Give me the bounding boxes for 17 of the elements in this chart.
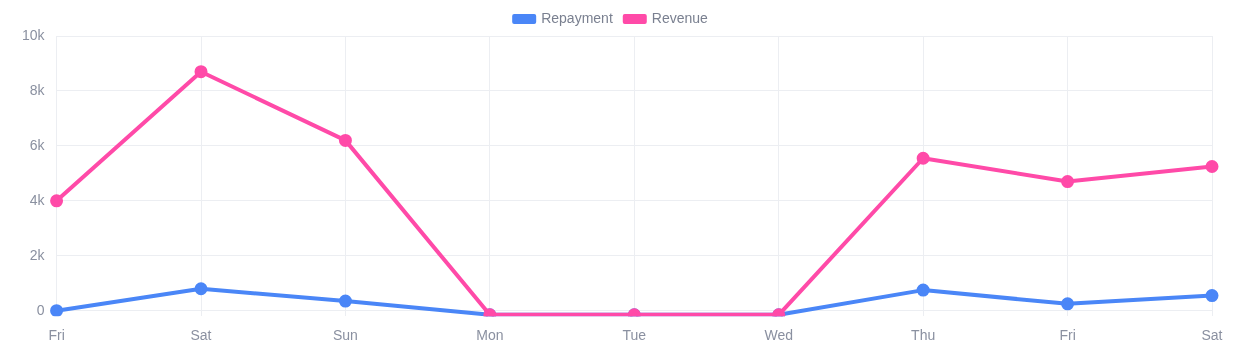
y-tick-label: 0 — [36, 301, 45, 318]
x-tick-label: Sun — [332, 327, 358, 344]
x-tick-label: Mon — [476, 327, 504, 344]
x-tick-label: Thu — [911, 327, 936, 344]
x-tick-label: Sat — [1201, 327, 1223, 344]
x-tick-label: Sat — [190, 327, 212, 344]
legend-label: Revenue — [651, 9, 709, 26]
y-tick-label: 8k — [29, 81, 46, 98]
y-tick-label: 2k — [29, 246, 46, 263]
y-tick-label: 6k — [29, 136, 46, 153]
x-tick-label: Fri — [1059, 327, 1076, 344]
x-tick-label: Wed — [764, 327, 793, 344]
y-tick-label: 10k — [21, 26, 46, 43]
x-tick-label: Tue — [622, 327, 647, 344]
legend-label: Repayment — [541, 9, 613, 26]
y-tick-label: 4k — [29, 191, 46, 208]
x-tick-label: Fri — [48, 327, 65, 344]
